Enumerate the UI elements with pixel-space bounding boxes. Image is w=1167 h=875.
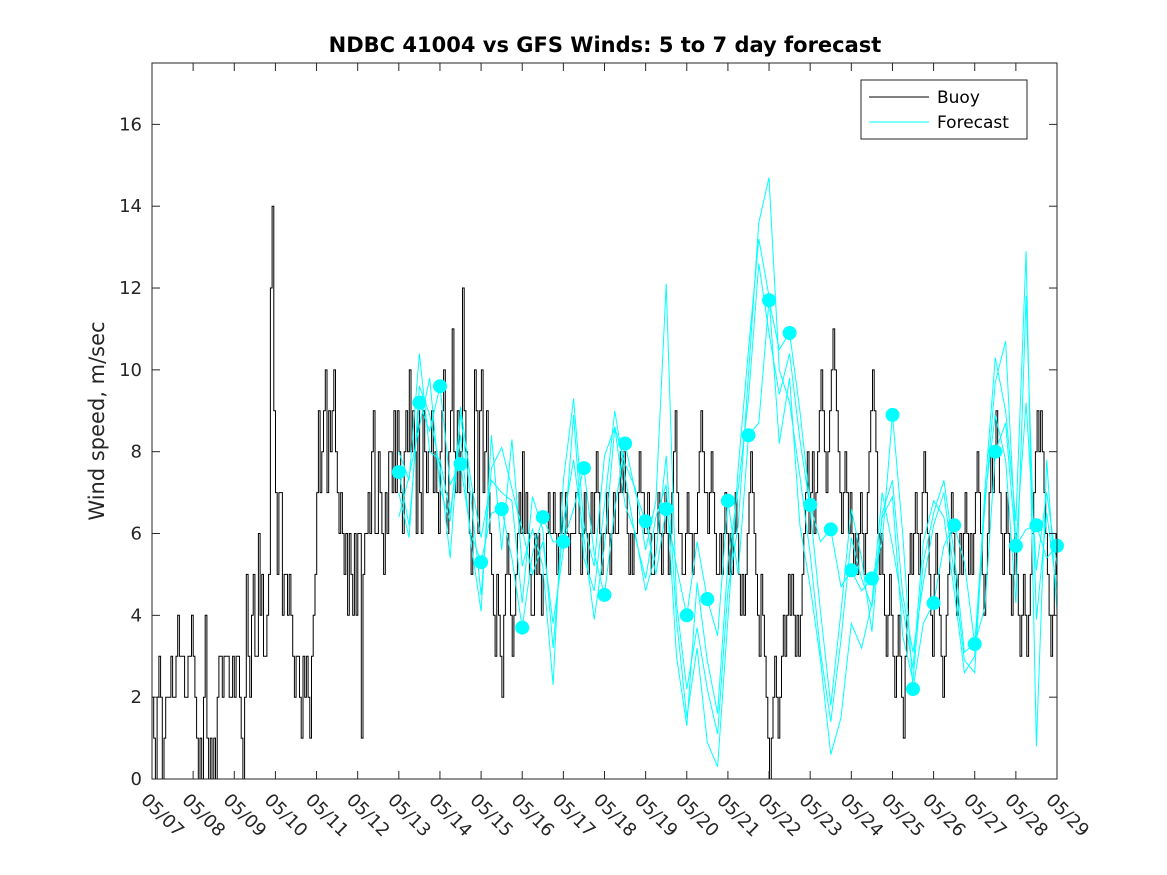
forecast-point: [618, 436, 633, 451]
y-tick-label: 0: [131, 769, 142, 790]
forecast-point: [535, 510, 550, 525]
forecast-point: [906, 682, 920, 696]
y-tick-label: 12: [119, 278, 142, 299]
plot-area: [151, 62, 1064, 780]
forecast-point: [474, 555, 489, 570]
forecast-point: [1008, 538, 1023, 553]
legend-label-buoy: Buoy: [937, 88, 980, 108]
forecast-point: [803, 497, 818, 512]
y-tick-label: 2: [131, 687, 142, 708]
forecast-point: [1029, 518, 1044, 533]
forecast-point: [453, 457, 468, 471]
series-line-forecast: [398, 177, 1057, 735]
y-tick-label: 8: [131, 442, 142, 463]
y-axis-label: Wind speed, m/sec: [85, 321, 109, 520]
legend-label-forecast: Forecast: [937, 113, 1009, 133]
series-line-forecast: [398, 263, 1057, 726]
forecast-point: [823, 522, 838, 537]
series-line-forecast: [398, 238, 1057, 767]
forecast-point: [515, 620, 530, 635]
forecast-point: [597, 587, 612, 602]
forecast-point: [433, 379, 447, 394]
forecast-point: [885, 407, 900, 422]
forecast-point: [679, 608, 694, 623]
y-axis: 0 2 4 6 8 10 12 14 16: [119, 114, 1057, 790]
plot-background: [152, 63, 1057, 779]
y-tick-label: 14: [119, 196, 142, 217]
legend: Buoy Forecast: [860, 79, 1028, 140]
forecast-point: [988, 444, 1003, 459]
forecast-point: [494, 502, 509, 516]
forecast-point: [782, 326, 797, 340]
y-tick-label: 6: [131, 524, 142, 545]
forecast-point: [556, 534, 571, 549]
y-tick-label: 16: [119, 114, 142, 135]
forecast-point: [967, 637, 982, 651]
chart-title: NDBC 41004 vs GFS Winds: 5 to 7 day fore…: [329, 33, 882, 57]
forecast-point: [864, 571, 879, 586]
forecast-point: [659, 502, 674, 516]
series-line-buoy: [152, 205, 1057, 779]
forecast-point: [638, 514, 653, 529]
forecast-point: [720, 493, 735, 508]
y-tick-label: 4: [131, 605, 142, 626]
forecast-point: [762, 293, 776, 308]
forecast-point: [700, 592, 715, 606]
legend-box: [860, 79, 1028, 140]
series-layer: [152, 177, 1064, 779]
y-tick-label: 10: [119, 360, 142, 381]
forecast-point: [391, 465, 406, 480]
forecast-point: [844, 563, 859, 578]
forecast-point: [741, 428, 756, 443]
forecast-point: [576, 461, 591, 476]
forecast-point: [412, 395, 427, 410]
forecast-point: [947, 518, 962, 533]
forecast-point: [926, 596, 941, 611]
